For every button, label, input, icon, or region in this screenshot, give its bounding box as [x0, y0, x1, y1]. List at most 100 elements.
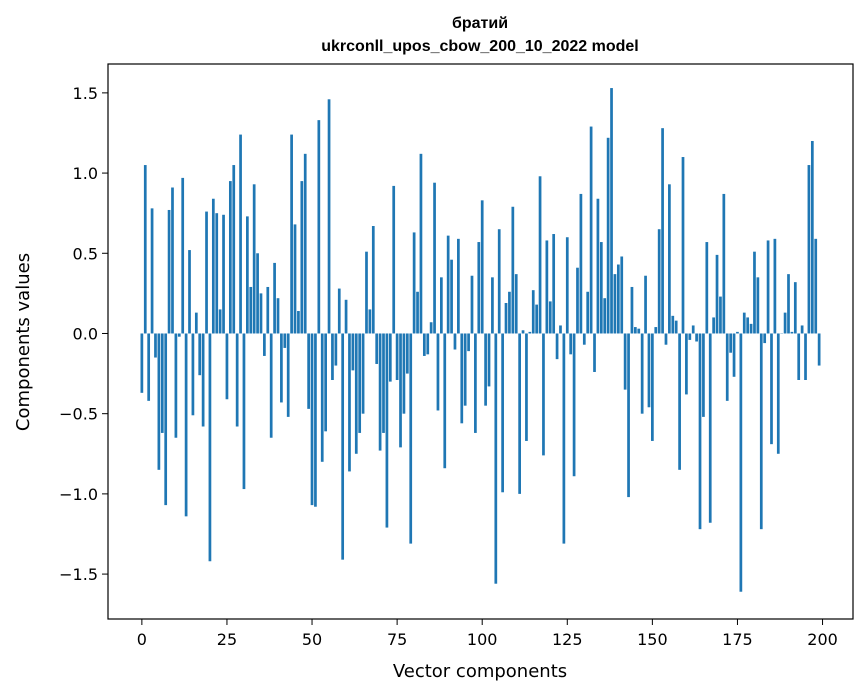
bar-125 [566, 237, 569, 333]
bar-7 [164, 333, 167, 505]
bar-84 [426, 333, 429, 354]
y-tick-label: −1.5 [59, 565, 98, 584]
bar-92 [454, 333, 457, 349]
bar-175 [736, 332, 739, 334]
bar-133 [593, 333, 596, 372]
bar-185 [770, 333, 773, 444]
bar-60 [345, 300, 348, 334]
bar-94 [460, 333, 463, 423]
bar-190 [787, 274, 790, 333]
bar-8 [168, 210, 171, 334]
bar-66 [365, 252, 368, 334]
bar-55 [328, 99, 331, 333]
bar-10 [175, 333, 178, 437]
bar-37 [266, 287, 269, 334]
bar-71 [382, 333, 385, 432]
bar-61 [348, 333, 351, 471]
bar-138 [610, 88, 613, 333]
bar-38 [270, 333, 273, 437]
bar-69 [375, 333, 378, 363]
bar-119 [546, 240, 549, 333]
bar-67 [369, 309, 372, 333]
bar-148 [644, 276, 647, 334]
bar-5 [158, 333, 161, 469]
bar-163 [695, 333, 698, 341]
bar-64 [358, 333, 361, 432]
bar-39 [273, 263, 276, 334]
bar-173 [729, 333, 732, 352]
bar-131 [586, 292, 589, 334]
bar-3 [151, 208, 154, 333]
bar-104 [494, 333, 497, 583]
bar-110 [515, 274, 518, 333]
bar-14 [188, 250, 191, 333]
bar-156 [671, 316, 674, 334]
bar-50 [311, 333, 314, 505]
bar-152 [658, 229, 661, 333]
bar-68 [372, 226, 375, 333]
bar-120 [549, 301, 552, 333]
chart-subtitle: ukrconll_upos_cbow_200_10_2022 model [321, 38, 638, 55]
bar-151 [654, 327, 657, 333]
bar-74 [392, 186, 395, 334]
bar-75 [396, 333, 399, 380]
bar-126 [569, 333, 572, 354]
bar-140 [617, 265, 620, 334]
bar-176 [740, 333, 743, 591]
bar-6 [161, 333, 164, 432]
bar-130 [583, 333, 586, 344]
bar-174 [733, 333, 736, 376]
bar-12 [181, 178, 184, 334]
bar-166 [705, 242, 708, 333]
bar-171 [722, 194, 725, 334]
bar-164 [699, 333, 702, 529]
bar-161 [688, 333, 691, 339]
bar-153 [661, 128, 664, 333]
bar-46 [297, 311, 300, 333]
bar-106 [501, 333, 504, 492]
bar-159 [682, 157, 685, 333]
x-tick-label: 0 [137, 630, 147, 649]
bar-63 [355, 333, 358, 453]
bar-54 [324, 333, 327, 431]
bar-123 [559, 325, 562, 333]
bar-182 [760, 333, 763, 529]
bar-165 [702, 333, 705, 416]
bar-56 [331, 333, 334, 380]
bar-88 [440, 277, 443, 333]
bar-155 [668, 184, 671, 333]
bar-122 [556, 333, 559, 359]
bar-135 [600, 242, 603, 333]
bar-121 [552, 234, 555, 333]
y-tick-label: 1.5 [73, 84, 98, 103]
x-tick-label: 175 [722, 630, 753, 649]
x-tick-label: 75 [387, 630, 407, 649]
bar-128 [576, 268, 579, 334]
bar-196 [808, 165, 811, 333]
bar-181 [757, 277, 760, 333]
bar-13 [185, 333, 188, 516]
bar-70 [379, 333, 382, 450]
bar-90 [447, 236, 450, 334]
bar-167 [709, 333, 712, 522]
bar-146 [637, 329, 640, 334]
bar-30 [243, 333, 246, 489]
y-tick-label: −0.5 [59, 405, 98, 424]
bar-100 [481, 200, 484, 333]
x-tick-label: 100 [467, 630, 498, 649]
bar-65 [362, 333, 365, 413]
bar-169 [716, 255, 719, 334]
bar-144 [631, 287, 634, 334]
bar-0 [141, 333, 144, 392]
bar-36 [263, 333, 266, 355]
bar-147 [641, 333, 644, 413]
bar-134 [597, 199, 600, 334]
bar-80 [413, 232, 416, 333]
bar-33 [253, 184, 256, 333]
bar-113 [525, 333, 528, 440]
bar-43 [287, 333, 290, 416]
bar-73 [389, 333, 392, 381]
bar-41 [280, 333, 283, 402]
bar-24 [222, 215, 225, 334]
